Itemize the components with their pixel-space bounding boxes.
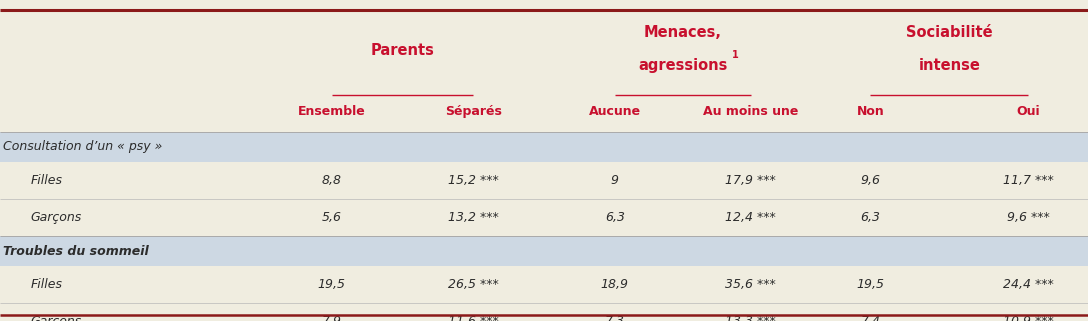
Text: Au moins une: Au moins une: [703, 105, 799, 118]
Text: 8,8: 8,8: [322, 174, 342, 187]
Text: 13,2 ***: 13,2 ***: [448, 211, 498, 224]
Text: Menaces,: Menaces,: [644, 25, 721, 40]
Text: 19,5: 19,5: [318, 278, 346, 291]
Text: 19,5: 19,5: [856, 278, 885, 291]
Text: 9,6: 9,6: [861, 174, 880, 187]
Text: Garçons: Garçons: [30, 211, 82, 224]
Text: Aucune: Aucune: [589, 105, 641, 118]
Text: 18,9: 18,9: [601, 278, 629, 291]
Text: Séparés: Séparés: [445, 105, 502, 118]
Text: Non: Non: [856, 105, 885, 118]
Text: 1: 1: [731, 50, 739, 60]
Text: 11,7 ***: 11,7 ***: [1003, 174, 1053, 187]
Text: Consultation d’un « psy »: Consultation d’un « psy »: [3, 140, 162, 153]
Text: Troubles du sommeil: Troubles du sommeil: [3, 245, 149, 258]
Text: Garçons: Garçons: [30, 315, 82, 321]
Text: 17,9 ***: 17,9 ***: [726, 174, 776, 187]
Text: 6,3: 6,3: [605, 211, 625, 224]
Text: 9: 9: [610, 174, 619, 187]
Text: intense: intense: [918, 57, 980, 73]
Text: Filles: Filles: [30, 174, 62, 187]
Text: Sociabilité: Sociabilité: [906, 25, 992, 40]
Bar: [0, 236, 1088, 266]
Text: 7,9: 7,9: [322, 315, 342, 321]
Text: agressions: agressions: [638, 57, 728, 73]
Text: 6,3: 6,3: [861, 211, 880, 224]
Text: 24,4 ***: 24,4 ***: [1003, 278, 1053, 291]
Text: 7,3: 7,3: [605, 315, 625, 321]
Text: 13,3 ***: 13,3 ***: [726, 315, 776, 321]
Text: Ensemble: Ensemble: [298, 105, 366, 118]
Text: Filles: Filles: [30, 278, 62, 291]
Text: 7,4: 7,4: [861, 315, 880, 321]
Text: Parents: Parents: [371, 43, 434, 58]
Text: 12,4 ***: 12,4 ***: [726, 211, 776, 224]
Text: 11,6 ***: 11,6 ***: [448, 315, 498, 321]
Text: 26,5 ***: 26,5 ***: [448, 278, 498, 291]
Text: 5,6: 5,6: [322, 211, 342, 224]
Text: 9,6 ***: 9,6 ***: [1006, 211, 1050, 224]
Bar: [0, 132, 1088, 162]
Text: 15,2 ***: 15,2 ***: [448, 174, 498, 187]
Text: 35,6 ***: 35,6 ***: [726, 278, 776, 291]
Text: Oui: Oui: [1016, 105, 1040, 118]
Text: 10,9 ***: 10,9 ***: [1003, 315, 1053, 321]
